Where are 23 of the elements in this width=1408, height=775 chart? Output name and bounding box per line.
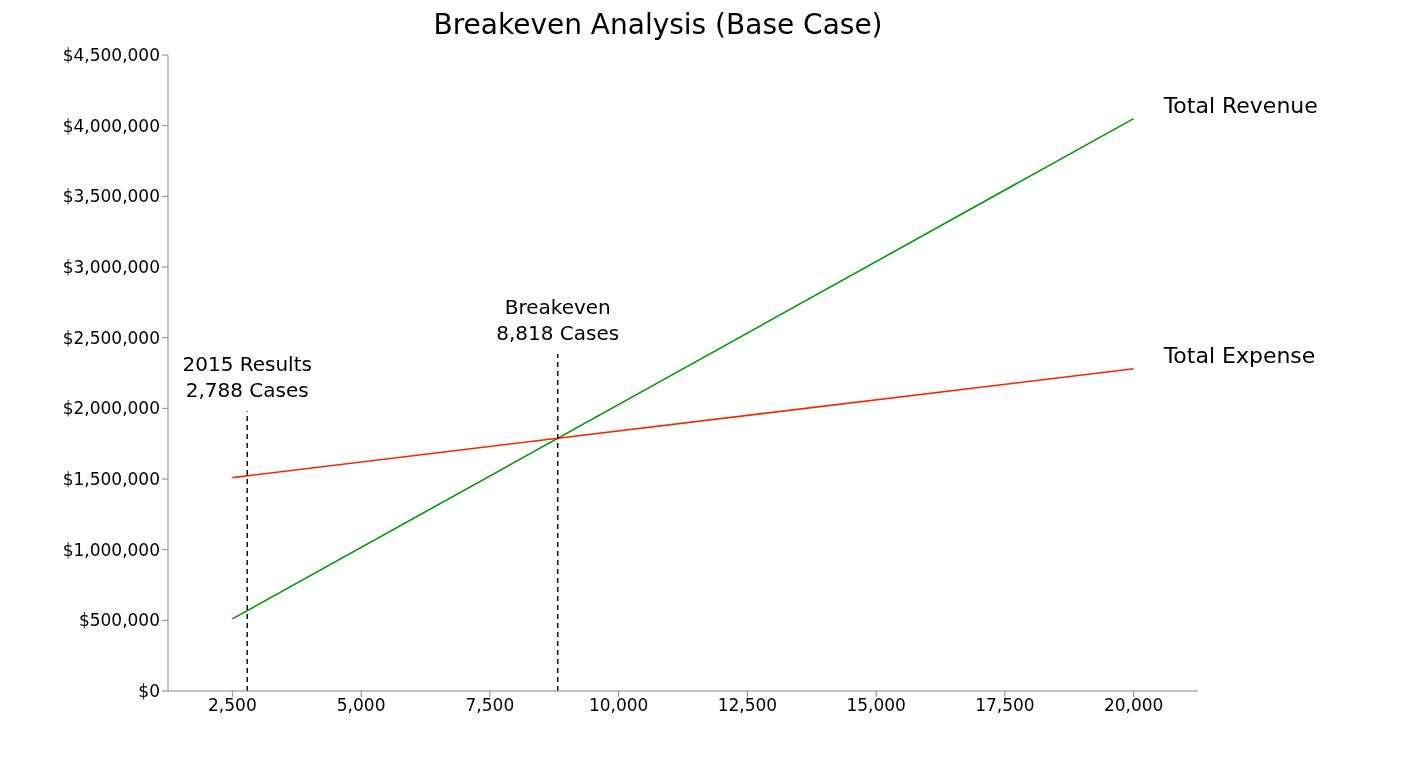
ref-line-label: 2015 Results 2,788 Cases [182, 352, 312, 403]
y-tick-label: $1,500,000 [62, 469, 160, 490]
x-tick-label: 5,000 [336, 695, 386, 716]
y-tick-label: $3,500,000 [62, 186, 160, 207]
x-tick-label: 20,000 [1103, 695, 1164, 716]
x-tick-label: 2,500 [208, 695, 257, 716]
y-tick-label: $2,500,000 [62, 327, 160, 348]
y-tick-label: $4,500,000 [62, 45, 160, 66]
y-tick-label: $2,000,000 [62, 398, 160, 419]
y-tick-label: $500,000 [78, 610, 160, 631]
x-tick-label: 15,000 [846, 695, 906, 716]
x-tick-label: 10,000 [588, 695, 649, 716]
x-tick-label: 17,500 [975, 695, 1035, 716]
y-tick-label: $0 [138, 681, 160, 702]
y-tick-label: $1,000,000 [62, 539, 160, 560]
ref-line-label: Breakeven 8,818 Cases [496, 294, 620, 345]
chart-title: Breakeven Analysis (Base Case) [432, 8, 884, 41]
x-tick-label: 12,500 [717, 695, 778, 716]
series-label: Total Revenue [1162, 92, 1318, 118]
y-tick-label: $4,000,000 [62, 115, 160, 136]
y-tick-label: $3,000,000 [62, 257, 160, 278]
series-label: Total Expense [1162, 342, 1316, 368]
x-tick-label: 7,500 [465, 695, 515, 716]
